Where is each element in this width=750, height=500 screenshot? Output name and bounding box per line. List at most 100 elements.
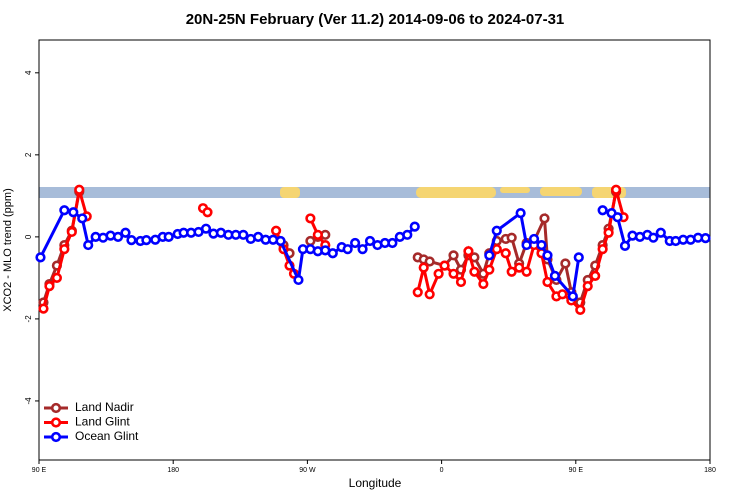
point: [484, 264, 495, 275]
point: [350, 237, 361, 249]
point: [506, 232, 517, 243]
legend-marker: [50, 402, 62, 414]
point: [238, 229, 249, 240]
point: [364, 235, 376, 247]
point: [59, 244, 70, 255]
point: [582, 280, 593, 292]
point: [542, 250, 553, 261]
legend-marker: [50, 417, 62, 428]
legend-marker: [50, 431, 62, 443]
point: [478, 278, 489, 290]
legend-label: Ocean Glint: [75, 429, 139, 443]
y-tick-label: 0: [24, 234, 33, 239]
point: [112, 231, 124, 242]
point: [141, 235, 152, 246]
legend-label: Land Glint: [75, 415, 130, 429]
point: [448, 268, 459, 279]
point: [597, 205, 608, 216]
series: [35, 205, 711, 302]
point: [491, 244, 502, 255]
point: [521, 266, 532, 277]
point: [35, 252, 46, 263]
point: [202, 207, 213, 218]
point: [439, 260, 450, 271]
y-tick-label: -4: [24, 397, 33, 405]
x-tick-label: 0: [440, 467, 444, 474]
chart-title: 20N-25N February (Ver 11.2) 2014-09-06 t…: [186, 11, 565, 28]
point: [597, 244, 608, 255]
point: [528, 233, 540, 245]
point: [433, 268, 444, 279]
point: [560, 258, 571, 269]
x-tick-label: 90 E: [569, 467, 584, 474]
y-tick-label: -2: [24, 315, 33, 323]
x-tick-label: 90 E: [32, 467, 47, 474]
point: [74, 184, 85, 195]
x-axis-label: Longitude: [349, 476, 402, 490]
point: [200, 223, 212, 234]
land-strip: [500, 187, 530, 193]
point: [648, 232, 659, 243]
point: [655, 227, 666, 238]
point: [120, 227, 131, 238]
point: [402, 229, 413, 240]
point: [500, 248, 511, 259]
point: [66, 226, 77, 238]
point: [514, 262, 525, 273]
point: [557, 289, 568, 300]
x-tick-label: 90 W: [299, 467, 316, 474]
point: [77, 213, 88, 224]
point: [521, 239, 532, 251]
x-tick-label: 180: [704, 467, 716, 474]
point: [51, 272, 62, 283]
point: [305, 213, 316, 224]
ocean-strip: [39, 187, 710, 198]
point: [68, 207, 79, 218]
land-strip: [416, 187, 496, 198]
point: [491, 225, 502, 236]
y-axis-label: XCO2 - MLO trend (ppm): [2, 188, 14, 311]
point: [700, 233, 711, 244]
point: [357, 244, 368, 255]
point: [610, 184, 622, 195]
point: [59, 205, 70, 216]
point: [619, 240, 631, 251]
point: [293, 274, 304, 286]
point: [342, 244, 353, 255]
point: [424, 256, 435, 267]
point: [455, 276, 467, 288]
y-tick-label: 2: [24, 152, 33, 157]
point: [612, 212, 623, 223]
point: [270, 225, 282, 236]
land-strip: [540, 187, 582, 196]
point: [536, 239, 547, 251]
point: [590, 270, 601, 281]
land-strip: [280, 187, 300, 198]
series-line: [39, 208, 706, 300]
point: [387, 237, 398, 249]
point: [44, 280, 55, 292]
x-tick-label: 180: [167, 467, 179, 474]
point: [275, 235, 286, 247]
map-strip: [39, 187, 710, 198]
point: [573, 252, 584, 263]
point: [448, 250, 459, 261]
point: [542, 276, 553, 288]
point: [126, 235, 137, 246]
point: [575, 304, 586, 315]
point: [424, 289, 435, 300]
point: [469, 266, 480, 277]
point: [412, 287, 423, 298]
point: [463, 246, 474, 257]
point: [163, 231, 174, 242]
point: [567, 291, 578, 302]
point: [506, 266, 517, 277]
point: [409, 221, 420, 232]
point: [549, 270, 561, 281]
point: [515, 207, 526, 219]
point: [484, 250, 495, 261]
plot-frame: [38, 39, 711, 461]
point: [418, 262, 429, 273]
